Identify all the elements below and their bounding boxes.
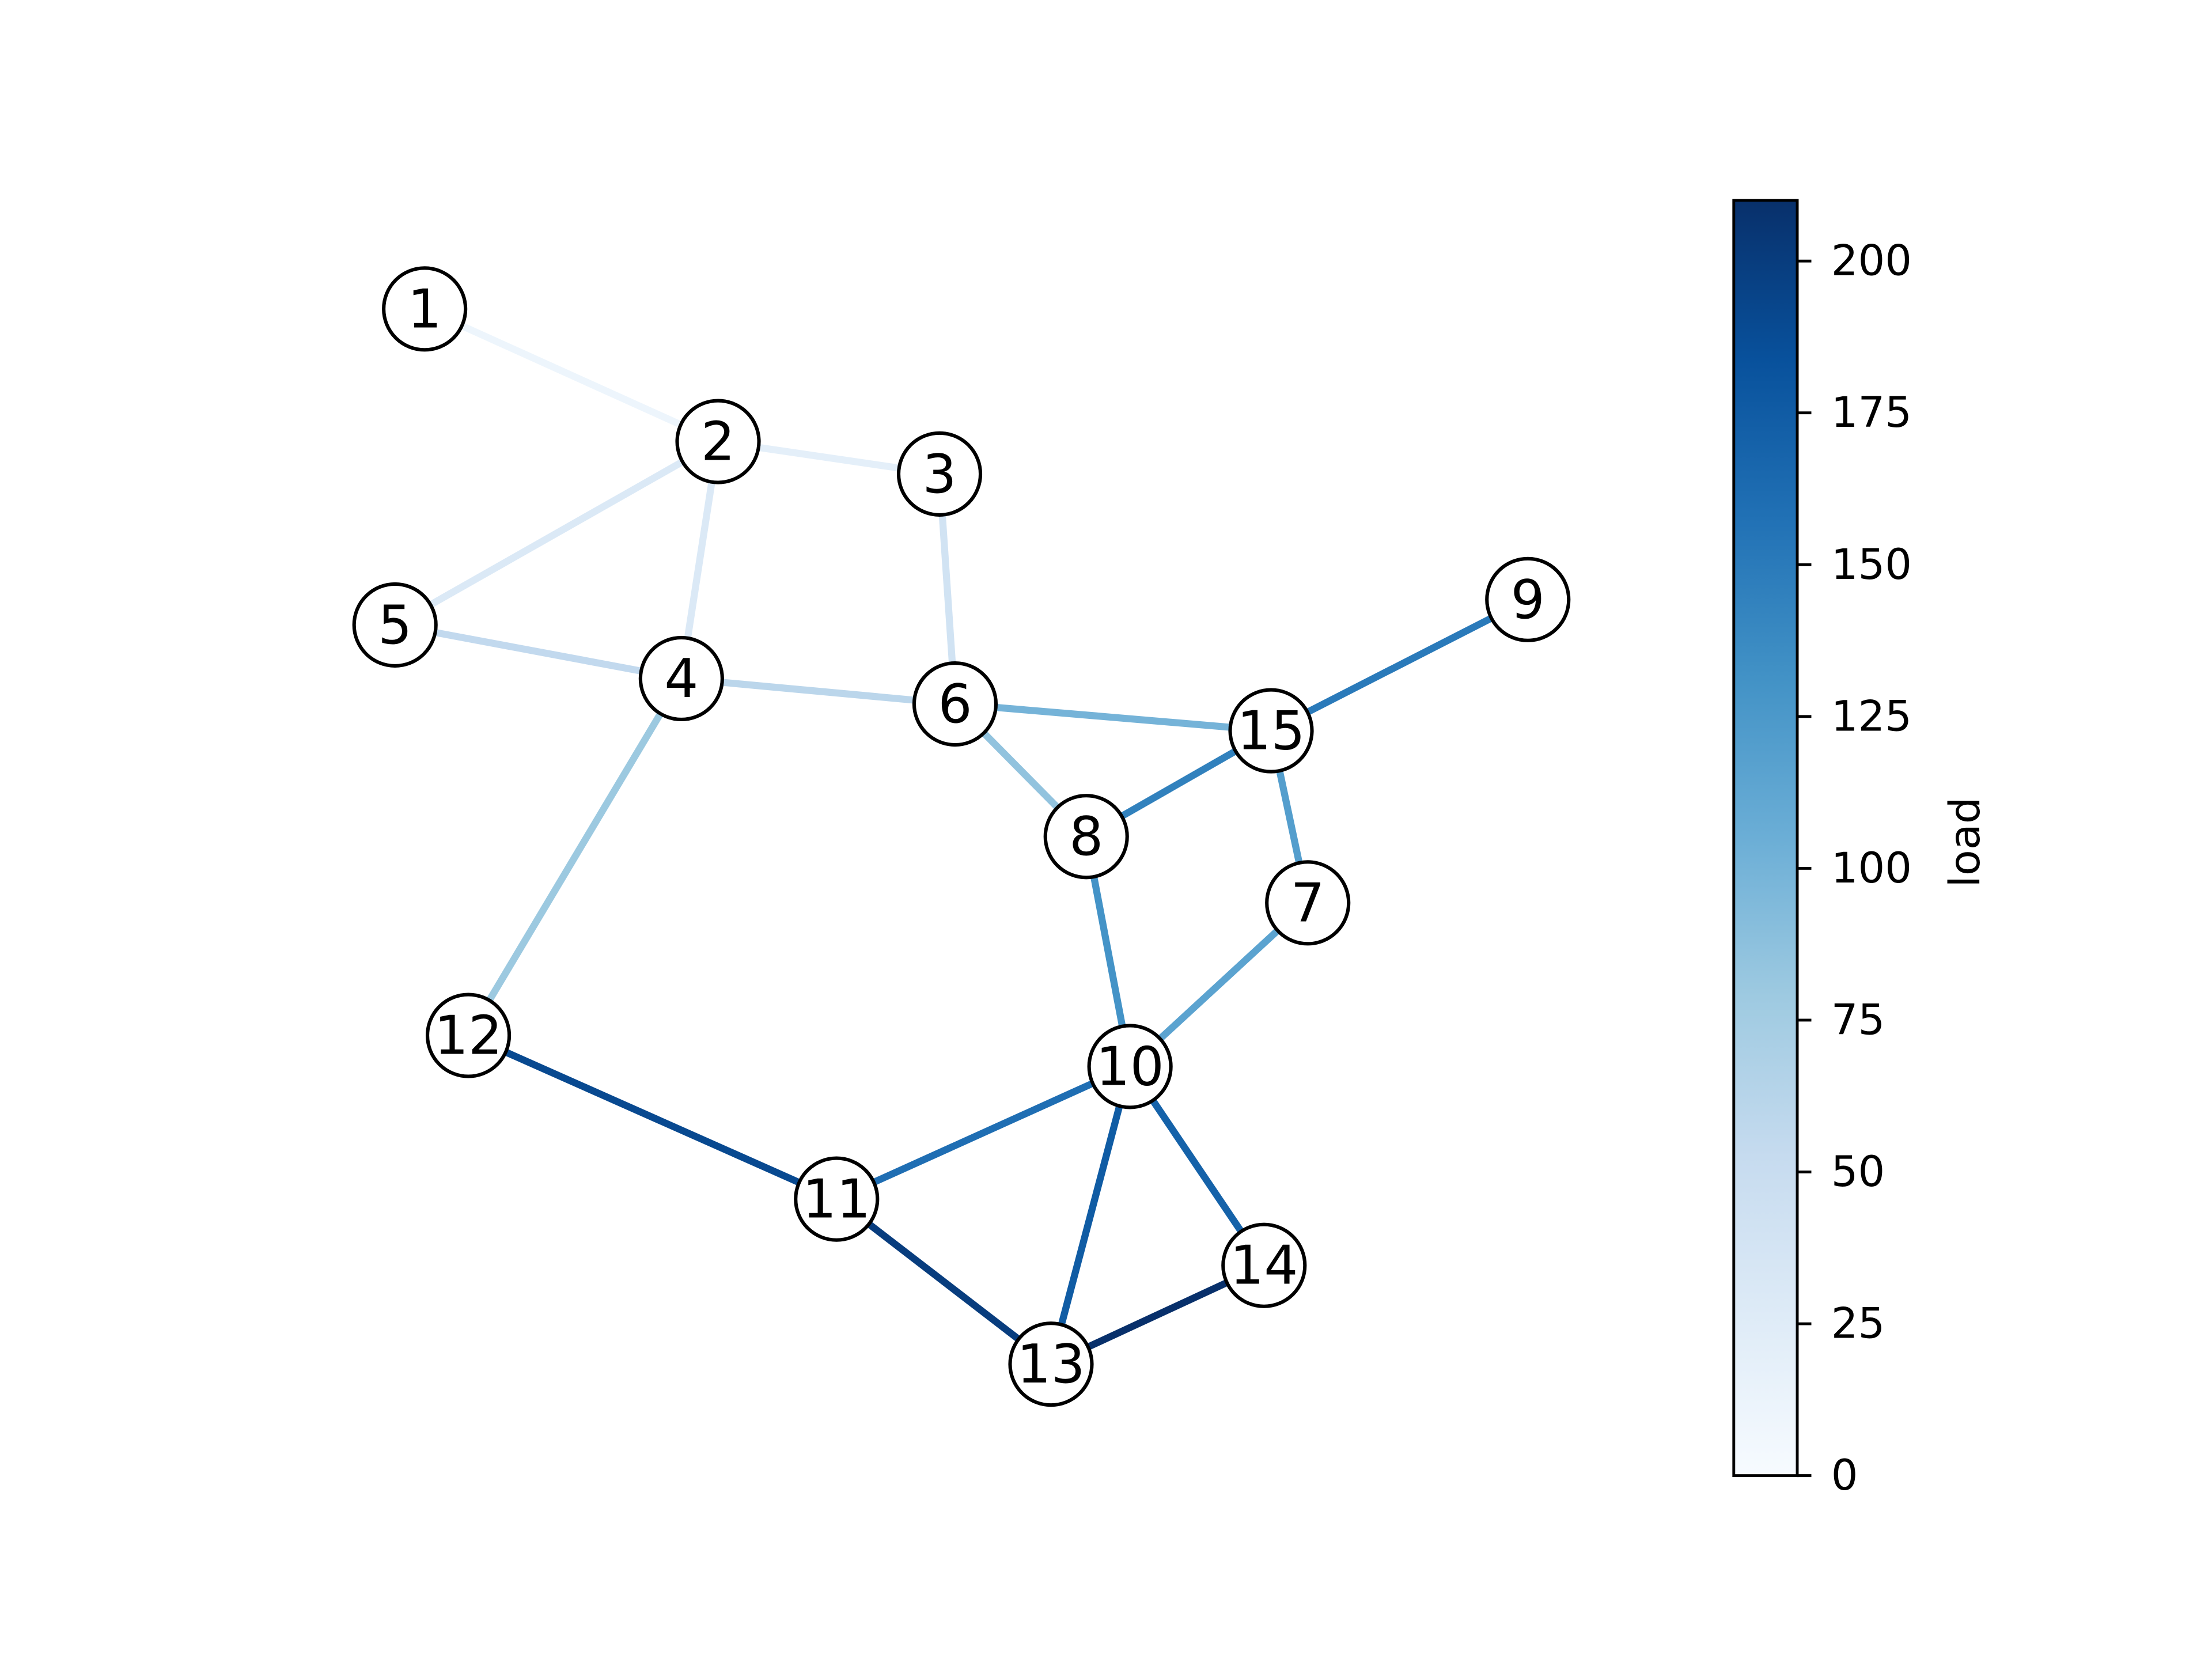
node bbox=[1087, 1024, 1173, 1109]
colorbar-label: load bbox=[1941, 797, 1990, 888]
edge bbox=[835, 1063, 1132, 1203]
colorbar-tick-label: 0 bbox=[1831, 1451, 1858, 1500]
colorbar-tick-label: 175 bbox=[1831, 388, 1912, 437]
node-label: 12 bbox=[434, 1005, 502, 1067]
node bbox=[638, 635, 724, 722]
edge bbox=[467, 1032, 838, 1203]
colorbar-tick-label: 25 bbox=[1831, 1300, 1885, 1349]
node bbox=[1228, 688, 1314, 774]
node-label: 6 bbox=[938, 673, 972, 735]
node bbox=[382, 266, 468, 352]
edge bbox=[465, 676, 685, 1037]
node-label: 13 bbox=[1017, 1333, 1085, 1395]
edge bbox=[1269, 596, 1530, 734]
edge bbox=[423, 305, 720, 445]
node-label: 9 bbox=[1511, 569, 1545, 631]
colorbar: 0 25 50 75 100 125 150 175 200 load bbox=[1732, 199, 1990, 1500]
node bbox=[425, 993, 512, 1078]
colorbar-tick-label: 100 bbox=[1831, 844, 1912, 893]
node bbox=[896, 431, 983, 517]
node bbox=[1221, 1222, 1307, 1308]
colorbar-tick-label: 50 bbox=[1831, 1147, 1885, 1196]
colorbar-tick-label: 150 bbox=[1831, 540, 1912, 589]
node-label: 11 bbox=[802, 1168, 870, 1230]
colorbar-tick-label: 75 bbox=[1831, 995, 1885, 1044]
node-label: 4 bbox=[664, 647, 698, 710]
edge bbox=[955, 700, 1272, 734]
node-label: 1 bbox=[408, 278, 442, 340]
node bbox=[912, 661, 998, 747]
colorbar-tick-label: 200 bbox=[1831, 237, 1912, 286]
node-label: 10 bbox=[1096, 1035, 1164, 1097]
edge bbox=[834, 1196, 1054, 1368]
node bbox=[675, 399, 761, 484]
node-label: 7 bbox=[1291, 872, 1325, 934]
edge bbox=[394, 621, 682, 682]
node bbox=[1265, 860, 1351, 946]
node-label: 14 bbox=[1230, 1234, 1298, 1297]
node bbox=[1485, 556, 1571, 642]
node-label: 2 bbox=[701, 411, 735, 473]
node-label: 5 bbox=[378, 594, 412, 656]
colorbar-gradient bbox=[1732, 199, 1799, 1478]
node bbox=[352, 582, 438, 668]
node bbox=[794, 1156, 880, 1242]
node-label: 8 bbox=[1069, 805, 1103, 868]
edge bbox=[1047, 1065, 1134, 1365]
node bbox=[1008, 1321, 1094, 1407]
node-label: 15 bbox=[1237, 700, 1305, 762]
node-label: 3 bbox=[922, 443, 956, 505]
colorbar-tick-label: 125 bbox=[1831, 692, 1912, 741]
edge bbox=[393, 438, 720, 628]
edge bbox=[681, 675, 956, 708]
node bbox=[1043, 794, 1129, 880]
